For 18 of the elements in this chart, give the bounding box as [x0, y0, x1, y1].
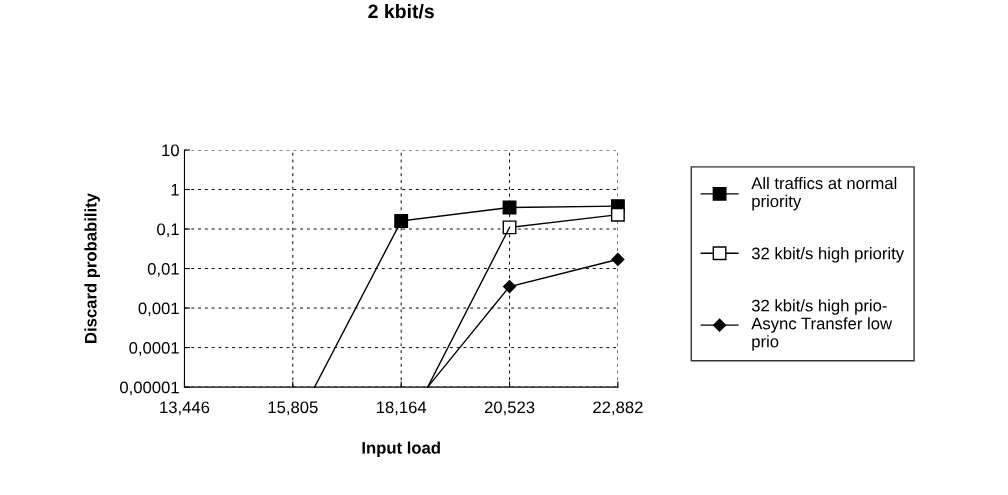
y-tick-label: 0,1: [157, 223, 179, 238]
y-tick-label: 0,01: [147, 262, 179, 277]
y-tick-label: 0,0001: [129, 341, 179, 356]
x-tick-label: 20,523: [484, 401, 535, 416]
chart-title: 2 kbit/s: [368, 3, 434, 19]
x-tick-label: 18,164: [376, 401, 427, 416]
legend-label: 32 kbit/s high priority: [751, 247, 905, 263]
y-tick-label: 10: [162, 144, 179, 157]
legend-label: 32 kbit/s high prio- Async Transfer low prio: [751, 299, 893, 351]
legend-label: All traffics at normal priority: [751, 176, 897, 211]
y-axis-title: Discard probability: [84, 193, 100, 343]
x-tick-label: 15,805: [268, 401, 318, 416]
x-axis-title: Input load: [362, 441, 440, 458]
y-tick-label: 0,00001: [120, 381, 179, 396]
x-tick-label: 22,882: [593, 401, 643, 416]
y-tick-label: 0,001: [138, 302, 179, 317]
x-tick-label: 13,446: [160, 401, 210, 416]
y-tick-label: 1: [171, 184, 179, 196]
